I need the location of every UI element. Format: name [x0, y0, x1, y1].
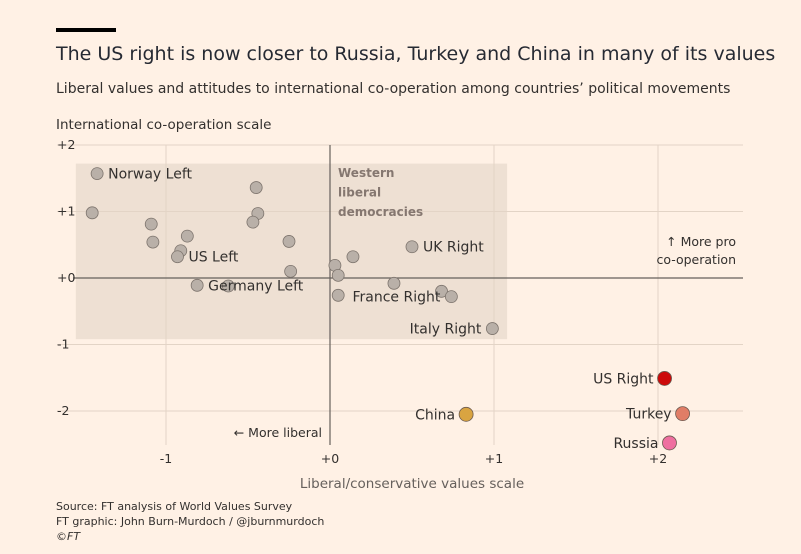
- chart-subtitle: Liberal values and attitudes to internat…: [56, 81, 731, 97]
- x-tick-label: +1: [485, 451, 503, 466]
- more-pro-cooperation-note: ↑ More pro: [666, 234, 736, 249]
- data-point: [284, 264, 298, 278]
- data-point: [146, 235, 160, 249]
- footer: Source: FT analysis of World Values Surv…: [56, 499, 324, 544]
- western-democracies-box: [75, 163, 508, 340]
- x-axis-label: Liberal/conservative values scale: [300, 476, 524, 492]
- point-us-left: [171, 250, 184, 264]
- more-pro-cooperation-note: co-operation: [656, 252, 736, 267]
- data-point: [282, 235, 296, 248]
- data-point: [85, 206, 99, 220]
- point-germany-left: [190, 278, 204, 292]
- data-point: [221, 279, 235, 293]
- point-china: [458, 406, 474, 422]
- data-point: [249, 181, 263, 194]
- point-italy-right: [485, 322, 499, 335]
- more-liberal-note: ← More liberal: [234, 425, 322, 440]
- x-tick-label: -1: [160, 451, 172, 466]
- point-label-us-right: US Right: [593, 371, 654, 387]
- western-box-label: Western: [338, 166, 394, 180]
- y-tick-label: -1: [57, 337, 69, 352]
- point-label-italy-right: Italy Right: [410, 322, 482, 338]
- x-tick-label: +2: [649, 451, 667, 466]
- copyright: ©FT: [56, 530, 81, 543]
- point-label-france-right: France Right: [352, 290, 440, 306]
- y-axis-label: International co-operation scale: [56, 117, 272, 133]
- y-tick-label: +0: [57, 270, 75, 285]
- data-point: [144, 217, 158, 231]
- point-us-right: [657, 371, 672, 386]
- ft-top-bar: [56, 28, 116, 32]
- data-point: [346, 250, 360, 264]
- point-france-right: [444, 290, 458, 304]
- y-tick-label: +1: [57, 204, 75, 219]
- western-box-label: democracies: [338, 205, 423, 219]
- data-point: [387, 276, 401, 290]
- point-uk-right: [405, 240, 419, 254]
- point-norway-left: [90, 167, 104, 180]
- data-point: [246, 215, 260, 229]
- chart-title: The US right is now closer to Russia, Tu…: [56, 43, 776, 65]
- point-label-russia: Russia: [613, 436, 658, 452]
- point-label-germany-left: Germany Left: [208, 278, 304, 294]
- y-tick-label: +2: [57, 137, 75, 152]
- data-point: [331, 288, 345, 302]
- data-point: [435, 284, 448, 298]
- source-note: Source: FT analysis of World Values Surv…: [56, 500, 293, 513]
- point-label-us-left: US Left: [188, 250, 238, 266]
- point-label-china: China: [415, 407, 455, 423]
- western-box-label: liberal: [338, 186, 381, 200]
- data-point: [331, 268, 345, 282]
- point-label-uk-right: UK Right: [423, 240, 484, 256]
- point-russia: [662, 435, 677, 451]
- point-label-norway-left: Norway Left: [108, 167, 192, 183]
- x-tick-label: +0: [321, 451, 339, 466]
- graphic-credit: FT graphic: John Burn-Murdoch / @jburnmu…: [56, 515, 325, 528]
- point-label-turkey: Turkey: [625, 407, 672, 423]
- data-point: [180, 229, 194, 243]
- point-turkey: [675, 406, 690, 422]
- y-tick-label: -2: [57, 403, 69, 418]
